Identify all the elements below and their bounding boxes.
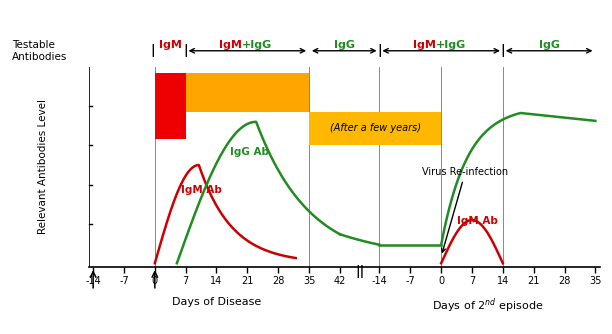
Text: IgG: IgG bbox=[539, 40, 559, 50]
Text: Virus Re-infection: Virus Re-infection bbox=[422, 167, 509, 252]
Text: (After a few years): (After a few years) bbox=[330, 123, 420, 133]
Text: |: | bbox=[501, 44, 505, 57]
Text: Days of 2$^{nd}$ episode: Days of 2$^{nd}$ episode bbox=[431, 297, 543, 315]
Text: Relevant Antibodies Level: Relevant Antibodies Level bbox=[38, 100, 48, 234]
Text: IgM: IgM bbox=[159, 40, 182, 50]
Text: +IgG: +IgG bbox=[436, 40, 466, 50]
Text: IgM Ab: IgM Ab bbox=[457, 216, 498, 226]
Text: IgG: IgG bbox=[334, 40, 355, 50]
Text: Testable
Antibodies: Testable Antibodies bbox=[12, 40, 67, 62]
Text: Days of Disease: Days of Disease bbox=[172, 297, 261, 307]
Text: |: | bbox=[184, 44, 188, 57]
Text: IgM: IgM bbox=[219, 40, 242, 50]
Text: IgM Ab: IgM Ab bbox=[181, 185, 222, 194]
Text: +IgG: +IgG bbox=[242, 40, 272, 50]
Bar bbox=[155, 73, 185, 140]
Bar bbox=[185, 73, 309, 112]
Bar bbox=[309, 112, 441, 145]
Text: |: | bbox=[150, 44, 155, 57]
Text: IgG Ab: IgG Ab bbox=[230, 147, 269, 157]
Text: IgM: IgM bbox=[413, 40, 436, 50]
Text: |: | bbox=[377, 44, 382, 57]
Text: ||: || bbox=[355, 265, 364, 278]
